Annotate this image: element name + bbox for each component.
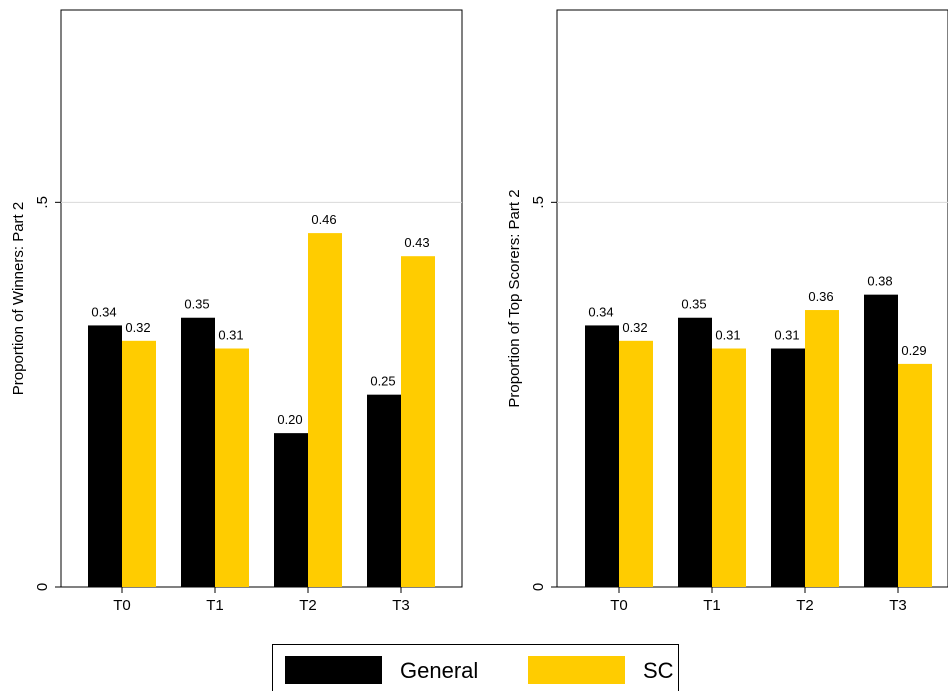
chart-2-data-label-sc-t2: 0.36 bbox=[808, 289, 833, 304]
chart-1-bar-general-t3 bbox=[367, 394, 401, 587]
legend-label-general: General bbox=[400, 658, 479, 683]
chart-1-data-label-general-t1: 0.35 bbox=[184, 297, 209, 312]
chart-2-x-tick-label: T0 bbox=[610, 597, 628, 614]
chart-2-bar-sc-t0 bbox=[619, 340, 653, 587]
chart-1-data-label-general-t3: 0.25 bbox=[370, 374, 395, 389]
chart-2-data-label-general-t0: 0.34 bbox=[588, 304, 613, 319]
chart-2-data-label-general-t3: 0.38 bbox=[867, 274, 892, 289]
chart-2-data-label-sc-t0: 0.32 bbox=[622, 320, 647, 335]
chart-2-x-tick-label: T1 bbox=[703, 597, 721, 614]
chart-1-data-label-sc-t0: 0.32 bbox=[125, 320, 150, 335]
chart-2-bar-general-t2 bbox=[771, 348, 805, 587]
chart-1-bar-general-t1 bbox=[181, 317, 215, 587]
chart-2-x-tick-label: T3 bbox=[889, 597, 907, 614]
chart-2-bar-general-t3 bbox=[864, 294, 898, 587]
chart-2-y-tick-label: .5 bbox=[530, 196, 547, 209]
chart-2-plot-frame bbox=[556, 9, 948, 588]
chart-1-bar-sc-t0 bbox=[122, 340, 156, 587]
chart-2-x-tick-label: T2 bbox=[796, 597, 814, 614]
chart-1-x-tick-label: T0 bbox=[113, 597, 131, 614]
chart-1-y-tick-label: 0 bbox=[34, 583, 51, 591]
chart-2-bar-general-t0 bbox=[585, 325, 619, 587]
chart-1-data-label-sc-t1: 0.31 bbox=[218, 328, 243, 343]
chart-2-y-tick-label: 0 bbox=[530, 583, 547, 591]
chart-1-plot-frame bbox=[60, 9, 463, 588]
chart-2-data-label-sc-t1: 0.31 bbox=[715, 328, 740, 343]
chart-2-bar-sc-t2 bbox=[805, 310, 839, 587]
chart-1-y-axis-label: Proportion of Winners: Part 2 bbox=[10, 202, 27, 395]
chart-2-data-label-general-t1: 0.35 bbox=[681, 297, 706, 312]
chart-2-bar-sc-t1 bbox=[712, 348, 746, 587]
chart-1-x-tick-label: T2 bbox=[299, 597, 317, 614]
legend-swatch-sc bbox=[528, 656, 625, 684]
chart-2-y-axis-label: Proportion of Top Scorers: Part 2 bbox=[506, 189, 523, 407]
chart-1-y-tick-label: .5 bbox=[34, 196, 51, 209]
chart-1-data-label-general-t2: 0.20 bbox=[277, 412, 302, 427]
chart-1-bar-sc-t1 bbox=[215, 348, 249, 587]
legend-label-sc: SC bbox=[643, 658, 674, 683]
chart-1-x-tick-label: T3 bbox=[392, 597, 410, 614]
chart-1-bar-sc-t3 bbox=[401, 256, 435, 587]
chart-legend: General SC bbox=[272, 644, 679, 691]
chart-1-x-tick-label: T1 bbox=[206, 597, 224, 614]
legend-swatch-general bbox=[285, 656, 382, 684]
chart-1-data-label-sc-t2: 0.46 bbox=[311, 212, 336, 227]
chart-2-bar-general-t1 bbox=[678, 317, 712, 587]
chart-2-bar-sc-t3 bbox=[898, 363, 932, 587]
chart-1-bar-general-t2 bbox=[274, 433, 308, 587]
chart-1-data-label-sc-t3: 0.43 bbox=[404, 235, 429, 250]
chart-1-data-label-general-t0: 0.34 bbox=[91, 304, 116, 319]
chart-2-data-label-sc-t3: 0.29 bbox=[901, 343, 926, 358]
chart-1-bar-general-t0 bbox=[88, 325, 122, 587]
chart-1-bar-sc-t2 bbox=[308, 233, 342, 587]
chart-2-data-label-general-t2: 0.31 bbox=[774, 328, 799, 343]
